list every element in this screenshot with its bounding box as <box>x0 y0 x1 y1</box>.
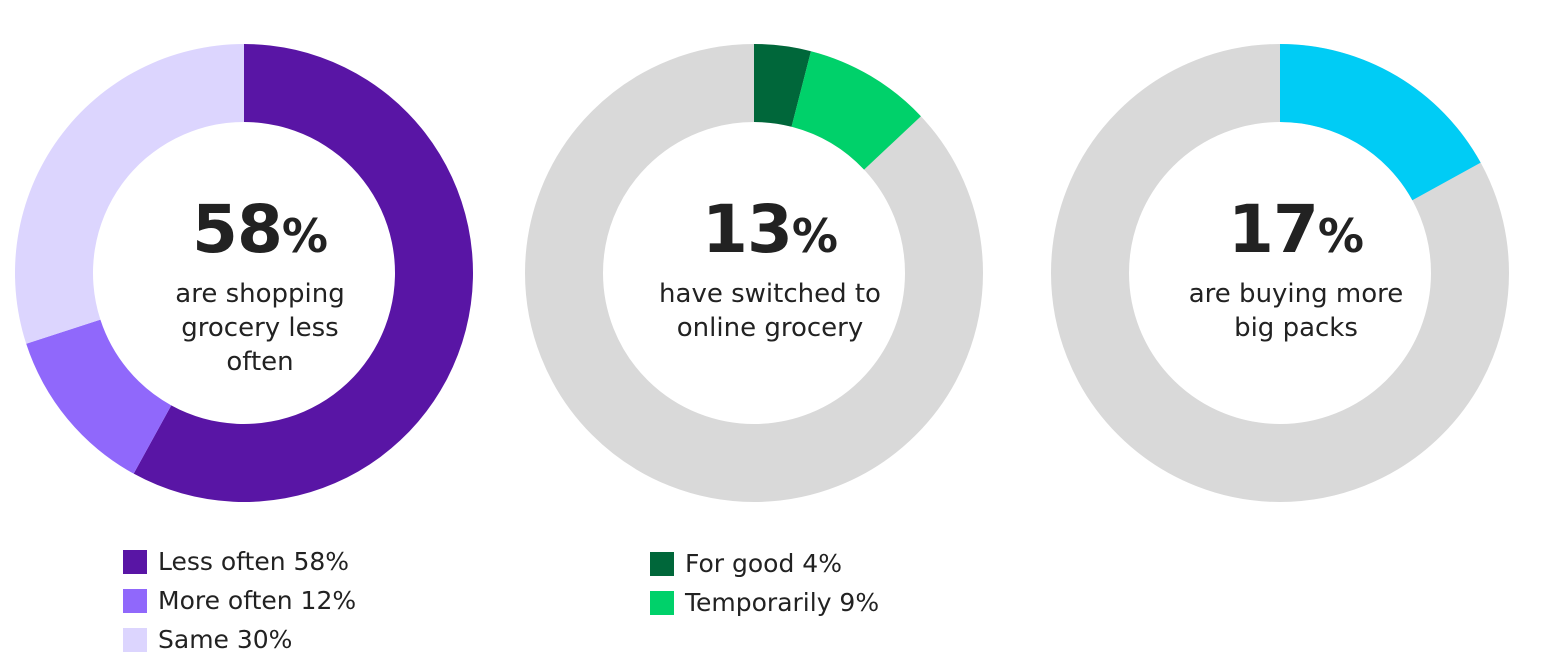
donut-center-label: 58% are shopping grocery less often <box>0 197 520 379</box>
donut-center-label: 13% have switched to online grocery <box>510 197 1030 345</box>
donut-slice-1 <box>754 44 811 127</box>
headline-value: 13% <box>702 191 838 268</box>
legend-swatch <box>123 549 147 574</box>
legend-item: Same 30% <box>123 620 356 659</box>
donut-chart-big-packs: 17% are buying more big packs <box>1036 0 1546 664</box>
legend-label: Same 30% <box>158 625 293 654</box>
headline-description: have switched to online grocery <box>659 279 881 343</box>
donut-slice-3 <box>14 44 244 344</box>
legend-label: More often 12% <box>158 586 357 615</box>
legend-swatch <box>123 627 147 652</box>
legend-label: Less often 58% <box>158 547 350 576</box>
legend-item: Temporarily 9% <box>650 583 879 622</box>
donut-chart-shopping-frequency: 58% are shopping grocery less often Less… <box>0 0 520 664</box>
legend-item: Less often 58% <box>123 542 356 581</box>
legend: For good 4% Temporarily 9% <box>650 544 879 622</box>
donut-slice-2 <box>26 319 172 474</box>
donut-slice-1 <box>1280 44 1481 201</box>
headline-description: are shopping grocery less often <box>175 279 345 377</box>
legend-item: For good 4% <box>650 544 879 583</box>
legend-label: For good 4% <box>685 549 842 578</box>
legend-swatch <box>650 551 674 576</box>
headline-description: are buying more big packs <box>1188 279 1404 343</box>
donut-slice-2 <box>791 51 921 170</box>
donut-slice-1 <box>133 44 474 502</box>
donut-chart-online-grocery: 13% have switched to online grocery For … <box>510 0 1030 664</box>
donut-svg <box>14 44 474 502</box>
legend-swatch <box>650 590 674 615</box>
donut-svg <box>525 44 983 502</box>
headline-value: 17% <box>1228 191 1364 268</box>
donut-svg <box>1051 44 1509 502</box>
donut-center-label: 17% are buying more big packs <box>1036 197 1546 345</box>
legend-swatch <box>123 588 147 613</box>
legend: Less often 58% More often 12% Same 30% <box>123 542 356 659</box>
headline-value: 58% <box>192 191 328 268</box>
legend-item: More often 12% <box>123 581 356 620</box>
legend-label: Temporarily 9% <box>685 588 880 617</box>
